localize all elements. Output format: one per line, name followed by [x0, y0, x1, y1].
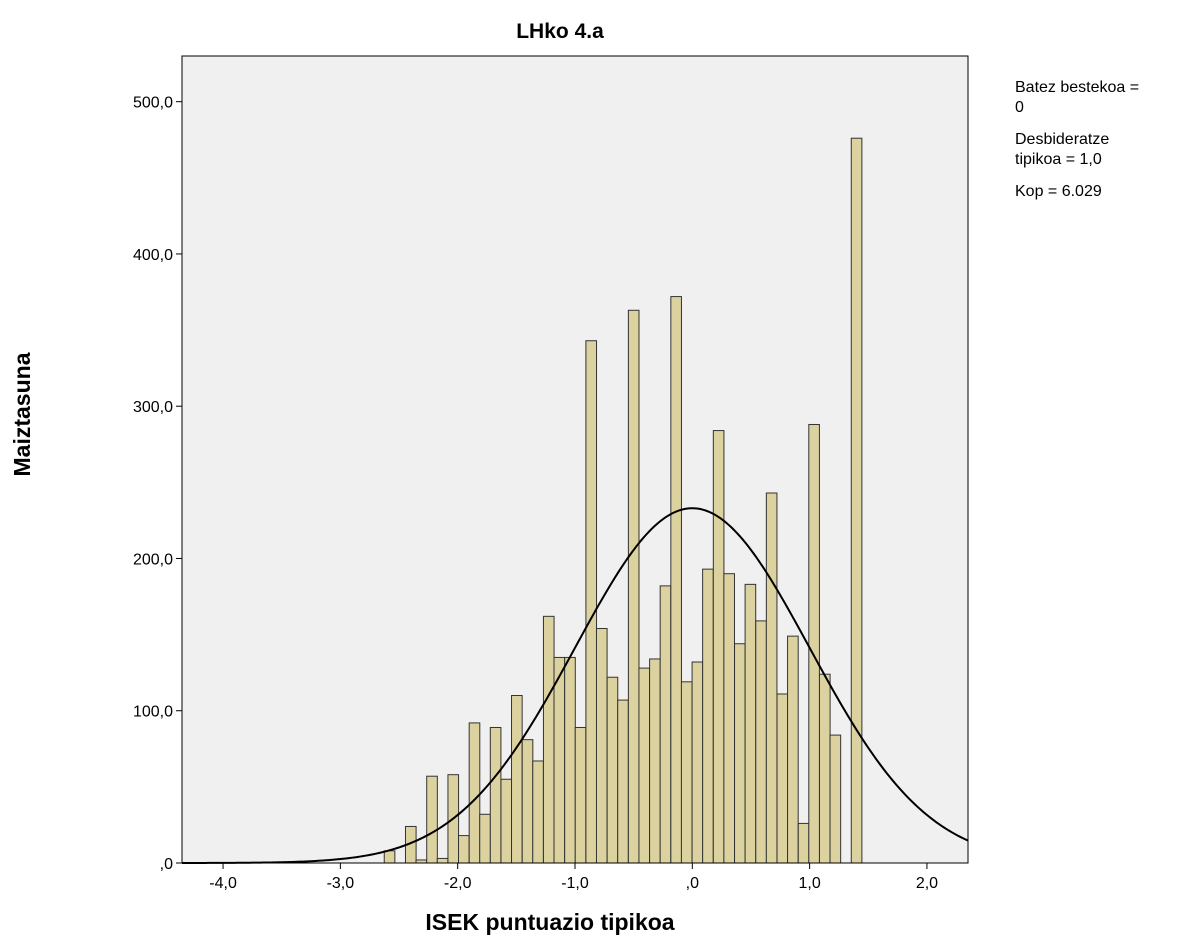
- histogram-bar: [383, 850, 396, 864]
- x-tick-label: 2,0: [916, 875, 938, 892]
- histogram-bar: [649, 658, 661, 864]
- y-tick-label: 100,0: [133, 704, 173, 721]
- y-axis-title: Maiztasuna: [9, 352, 35, 476]
- histogram-bar: [479, 813, 491, 864]
- y-tick-label: 500,0: [133, 95, 173, 112]
- histogram-bar: [617, 699, 629, 864]
- std-dev-stat: Desbideratze tipikoa = 1,0: [1015, 131, 1110, 168]
- histogram-bar: [691, 661, 704, 864]
- histogram-bar: [850, 137, 863, 864]
- normal-curve: [182, 507, 969, 864]
- y-tick-label: 200,0: [133, 551, 173, 568]
- histogram-bar: [702, 568, 714, 864]
- statistics-panel: Batez bestekoa = 0 Desbideratze tipikoa …: [1015, 78, 1183, 214]
- histogram-bar: [553, 656, 566, 864]
- histogram-bar: [670, 296, 682, 864]
- histogram-bar: [542, 615, 555, 864]
- histogram-bar: [734, 643, 746, 864]
- histogram-bar: [585, 340, 598, 864]
- histogram-bar: [744, 583, 757, 864]
- histogram-bar: [468, 722, 481, 864]
- x-axis-title: ISEK puntuazio tipikoa: [425, 909, 674, 935]
- histogram-bar: [521, 739, 534, 864]
- histogram-bar: [426, 775, 438, 864]
- histogram-bar: [458, 835, 470, 864]
- x-tick-label: -3,0: [327, 875, 355, 892]
- histogram-bar: [532, 760, 544, 864]
- histogram-bar: [659, 585, 672, 864]
- y-tick-label: 300,0: [133, 399, 173, 416]
- histogram-bar: [797, 822, 810, 864]
- histogram-bar: [564, 656, 576, 864]
- histogram-bar: [638, 667, 651, 864]
- histogram-bar: [765, 492, 778, 864]
- histogram-bar: [755, 620, 767, 864]
- histogram-bar: [808, 423, 820, 864]
- histogram-bar: [595, 628, 608, 864]
- histogram-bar: [606, 676, 619, 864]
- histogram-bar: [436, 857, 449, 864]
- histogram-bar: [723, 573, 735, 864]
- mean-stat: Batez bestekoa = 0: [1015, 79, 1140, 116]
- x-tick-label: 1,0: [799, 875, 821, 892]
- histogram-bar: [818, 673, 831, 864]
- x-tick-label: ,0: [686, 875, 699, 892]
- histogram-bar: [511, 695, 523, 864]
- histogram-bar: [712, 430, 725, 864]
- histogram-bar: [680, 681, 693, 864]
- histogram-bar: [489, 726, 502, 864]
- histogram-bar: [829, 734, 842, 864]
- x-tick-label: -1,0: [561, 875, 589, 892]
- chart-title: LHko 4.a: [516, 20, 604, 43]
- histogram-bar: [574, 726, 587, 864]
- y-tick-label: ,0: [160, 856, 173, 873]
- x-tick-label: -2,0: [444, 875, 472, 892]
- histogram-bar: [787, 635, 799, 864]
- histogram-bar: [776, 693, 789, 864]
- y-tick-label: 400,0: [133, 247, 173, 264]
- count-stat: Kop = 6.029: [1015, 183, 1102, 200]
- histogram-bar: [500, 778, 513, 864]
- histogram-bar: [627, 309, 640, 864]
- x-tick-label: -4,0: [209, 875, 237, 892]
